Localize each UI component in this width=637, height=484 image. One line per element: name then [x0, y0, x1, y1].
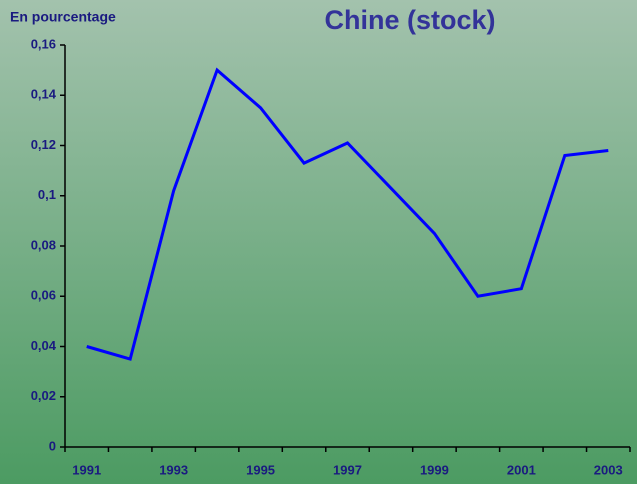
x-tick-label: 1999	[420, 462, 449, 477]
x-tick-label: 1991	[72, 462, 101, 477]
y-tick-label: 0,08	[31, 237, 56, 252]
y-tick-label: 0,04	[31, 338, 57, 353]
chart-title: Chine (stock)	[324, 5, 495, 35]
x-tick-label: 1997	[333, 462, 362, 477]
y-tick-label: 0	[49, 438, 56, 453]
line-series	[86, 67, 609, 361]
y-axis-title: En pourcentage	[10, 9, 116, 25]
x-tick-label: 2001	[507, 462, 536, 477]
x-tick-label: 1995	[246, 462, 275, 477]
y-tick-label: 0,16	[31, 36, 56, 51]
y-tick-label: 0,12	[31, 137, 56, 152]
y-tick-label: 0,02	[31, 388, 56, 403]
y-tick-label: 0,1	[38, 187, 56, 202]
y-tick-label: 0,06	[31, 288, 56, 303]
y-tick-label: 0,14	[31, 87, 57, 102]
x-tick-label: 2003	[594, 462, 623, 477]
x-tick-label: 1993	[159, 462, 188, 477]
